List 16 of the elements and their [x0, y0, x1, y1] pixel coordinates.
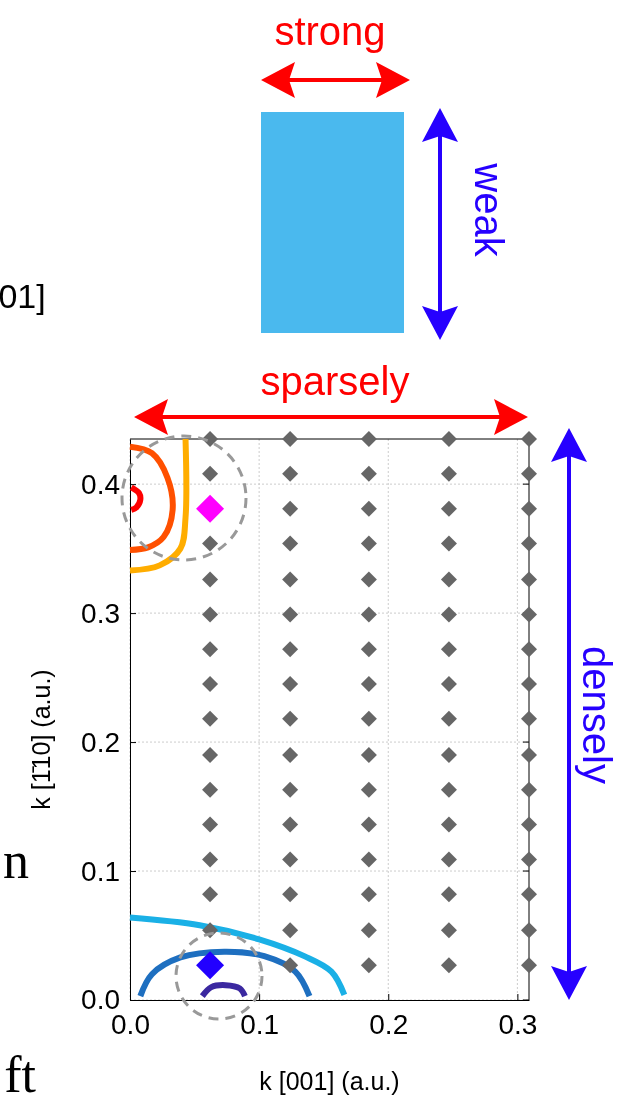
y-tick-label: 0.4	[81, 468, 120, 500]
text: strong	[274, 9, 386, 53]
text: n	[3, 832, 29, 889]
y-tick-label: 0.2	[81, 726, 120, 758]
y-tick-label: 0.3	[81, 597, 120, 629]
text: densely	[575, 646, 619, 784]
y-axis-title: k [1̄10] (a.u.)	[27, 669, 55, 810]
text: sparsely	[260, 359, 410, 403]
y-tick-label: 0.1	[81, 855, 120, 887]
x-tick-label: 0.3	[498, 1008, 538, 1040]
text: 01]	[0, 277, 46, 315]
x-axis-title: k [001] (a.u.)	[259, 1067, 400, 1095]
text: weak	[467, 162, 511, 258]
x-tick-label: 0.2	[369, 1008, 409, 1040]
text: ft	[4, 1046, 37, 1099]
x-tick-label: 0.1	[240, 1008, 280, 1040]
